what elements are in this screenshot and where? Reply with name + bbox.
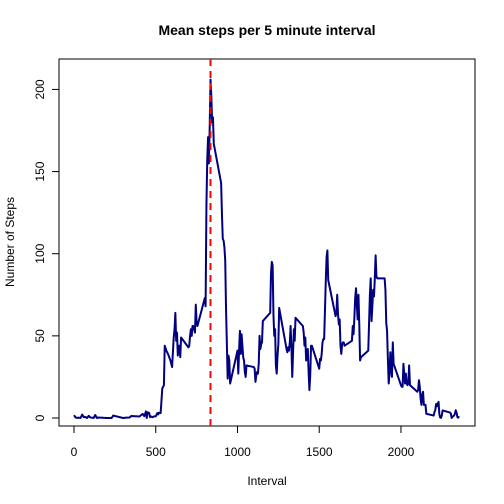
y-tick-label: 150 bbox=[33, 161, 47, 181]
y-tick-label: 200 bbox=[33, 79, 47, 99]
x-axis-label: Interval bbox=[247, 474, 286, 488]
x-tick-label: 1000 bbox=[224, 445, 251, 459]
x-tick-label: 2000 bbox=[388, 445, 415, 459]
x-tick-label: 500 bbox=[146, 445, 166, 459]
series-layer bbox=[73, 78, 460, 419]
plot-frame bbox=[58, 58, 476, 427]
y-tick-label: 0 bbox=[33, 414, 47, 421]
series-line bbox=[73, 78, 460, 419]
y-axis: 0 50 100 150 200 bbox=[33, 79, 60, 421]
y-tick-label: 50 bbox=[33, 329, 47, 343]
x-axis: 0 500 1000 1500 2000 bbox=[71, 425, 415, 459]
chart-title: Mean steps per 5 minute interval bbox=[158, 22, 375, 38]
x-tick-label: 1500 bbox=[306, 445, 333, 459]
x-tick-label: 0 bbox=[71, 445, 78, 459]
y-axis-label: Number of Steps bbox=[3, 197, 17, 287]
y-tick-label: 100 bbox=[33, 243, 47, 263]
